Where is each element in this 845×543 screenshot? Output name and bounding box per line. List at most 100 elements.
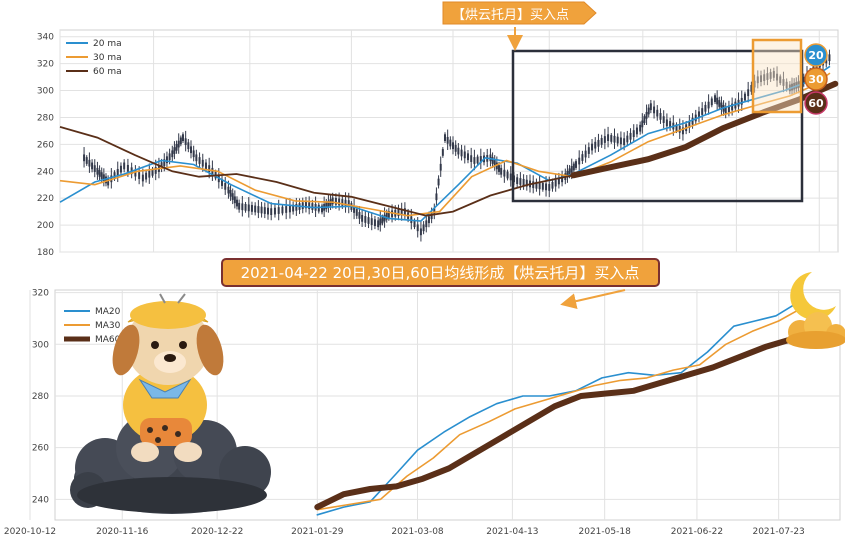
candle-body bbox=[525, 179, 528, 187]
candle-body bbox=[277, 207, 280, 214]
candle-body bbox=[574, 161, 577, 168]
candle-body bbox=[587, 147, 590, 154]
candle-body bbox=[325, 202, 328, 210]
candle-body bbox=[756, 76, 759, 84]
candle-body bbox=[669, 121, 672, 128]
candle-body bbox=[591, 143, 594, 151]
candle-body bbox=[370, 218, 373, 225]
candle-body bbox=[168, 153, 171, 161]
top-series-20-ma bbox=[59, 65, 831, 222]
top-series-60ma-emphasis bbox=[570, 80, 839, 179]
candle-body bbox=[720, 102, 723, 110]
candle-body bbox=[441, 149, 444, 156]
candle-body bbox=[93, 165, 96, 172]
candle-body bbox=[260, 206, 263, 214]
top-banner-label: 【烘云托月】买入点 bbox=[452, 8, 569, 23]
candle-body bbox=[554, 179, 557, 187]
candle-body bbox=[548, 184, 551, 191]
candle-body bbox=[747, 89, 750, 97]
candle-body bbox=[154, 167, 157, 174]
candle-body bbox=[584, 150, 587, 158]
candle-body bbox=[355, 209, 358, 216]
candle-body bbox=[572, 163, 575, 171]
candle-body bbox=[753, 80, 756, 88]
candle-body bbox=[541, 182, 544, 190]
bottom-x-tick-label: 2021-06-22 bbox=[671, 527, 723, 537]
bottom-series-MA20 bbox=[316, 302, 798, 516]
candle-body bbox=[460, 149, 463, 157]
candle-body bbox=[476, 156, 479, 164]
banner-arrow bbox=[560, 289, 626, 310]
candle-body bbox=[295, 203, 298, 211]
candle-body bbox=[141, 174, 144, 182]
candle-body bbox=[387, 210, 390, 218]
candle-body bbox=[88, 159, 91, 167]
candle-body bbox=[334, 198, 337, 205]
bottom-y-tick-label: 300 bbox=[32, 340, 49, 350]
candle-body bbox=[779, 76, 782, 84]
candle-body bbox=[257, 206, 260, 213]
candle-body bbox=[568, 168, 571, 176]
candle-body bbox=[173, 147, 176, 154]
candle-body bbox=[244, 203, 247, 211]
candle-body bbox=[632, 130, 635, 137]
candle-body bbox=[250, 205, 253, 212]
candle-body bbox=[497, 165, 500, 172]
crescent-moon bbox=[790, 272, 836, 320]
candle-body bbox=[201, 159, 204, 167]
bottom-x-tick-label: 2020-10-12 bbox=[4, 527, 56, 537]
candle-body bbox=[662, 116, 665, 123]
candle-body bbox=[641, 120, 644, 128]
candle-body bbox=[470, 155, 473, 162]
candle-body bbox=[500, 167, 503, 175]
signal-region-box bbox=[751, 38, 803, 114]
candle-body bbox=[403, 208, 406, 215]
candle-body bbox=[731, 103, 734, 111]
top-series-30-ma bbox=[59, 72, 831, 217]
candle-body bbox=[503, 169, 506, 177]
candle-body bbox=[100, 172, 103, 179]
candle-body bbox=[802, 76, 805, 84]
candle-body bbox=[358, 212, 361, 219]
candle-body bbox=[435, 193, 438, 201]
top-signal-banner: 【烘云托月】买入点 bbox=[442, 1, 597, 51]
candle-body bbox=[561, 175, 564, 183]
candle-body bbox=[665, 119, 668, 127]
legend-label-20ma: 20 ma bbox=[93, 39, 122, 49]
candle-body bbox=[623, 138, 626, 146]
candle-body bbox=[743, 93, 746, 101]
candle-body bbox=[227, 186, 230, 194]
legend-label-ma60: MA60 bbox=[95, 335, 121, 345]
top-panel-frame bbox=[59, 29, 839, 253]
candle-body bbox=[688, 121, 691, 128]
candle-body bbox=[681, 127, 684, 135]
candle-body bbox=[175, 143, 178, 151]
candle-body bbox=[519, 178, 522, 185]
badge-60-label: 60 bbox=[808, 97, 824, 110]
candle-body bbox=[639, 124, 642, 132]
candle-body bbox=[594, 141, 597, 149]
candle-body bbox=[416, 224, 419, 232]
candle-body bbox=[701, 108, 704, 115]
bottom-panel-ma-lines bbox=[314, 302, 798, 516]
bottom-y-tick-label: 280 bbox=[32, 392, 49, 402]
candle-body bbox=[391, 210, 394, 218]
candle-body bbox=[367, 217, 370, 224]
candle-body bbox=[479, 156, 482, 163]
candle-body bbox=[229, 189, 232, 197]
candle-body bbox=[383, 214, 386, 222]
candle-body bbox=[766, 73, 769, 80]
candle-body bbox=[516, 177, 519, 185]
badge-30-label: 30 bbox=[808, 73, 824, 86]
candle-body bbox=[96, 167, 99, 175]
candle-body bbox=[126, 164, 129, 172]
candle-body bbox=[373, 219, 376, 227]
candle-body bbox=[83, 154, 86, 162]
candle-body bbox=[270, 208, 273, 215]
candle-body bbox=[506, 171, 509, 179]
candle-body bbox=[643, 116, 646, 123]
candle-body bbox=[224, 182, 227, 190]
candle-body bbox=[675, 124, 678, 132]
bottom-x-tick-label: 2021-03-08 bbox=[391, 527, 444, 537]
